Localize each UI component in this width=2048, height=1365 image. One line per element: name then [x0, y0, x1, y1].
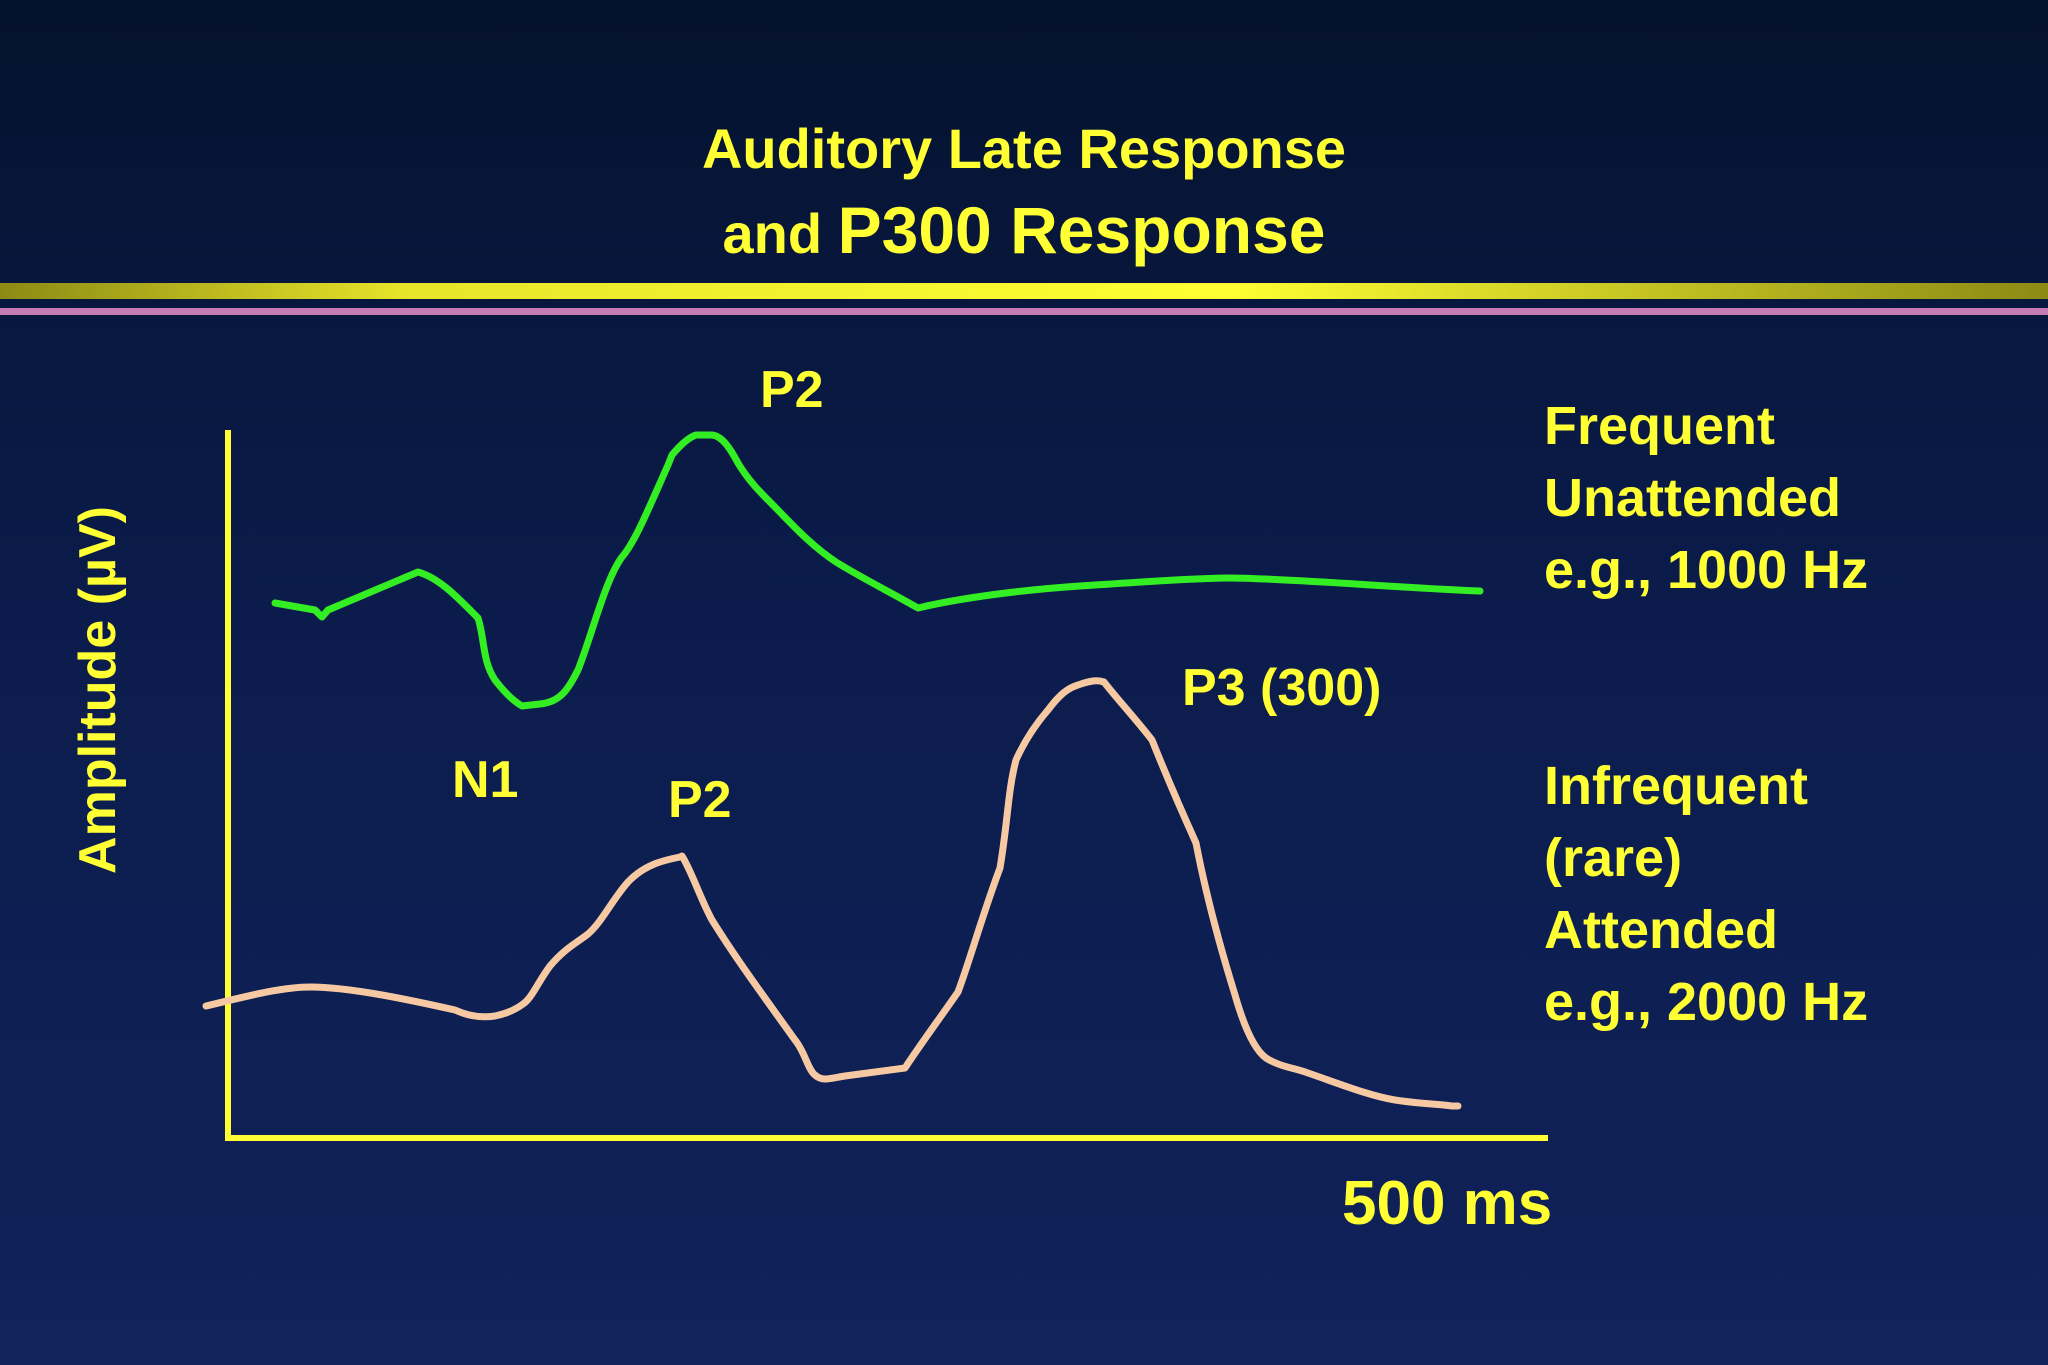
legend-infrequent-line-3: Attended [1544, 900, 1778, 960]
legend-infrequent-line-1: Infrequent [1544, 756, 1808, 816]
slide-title-line-2: and P300 Response [0, 192, 2048, 268]
p3-label: P3 (300) [1182, 659, 1382, 717]
legend-frequent-line-2: Unattended [1544, 468, 1841, 528]
n1-label: N1 [452, 751, 519, 809]
y-axis-label: Amplitude (µV) [69, 506, 127, 874]
legend-frequent-line-1: Frequent [1544, 396, 1776, 456]
legend-frequent-line-3: e.g., 1000 Hz [1544, 540, 1869, 600]
legend-frequent: Frequent Unattended e.g., 1000 Hz [1544, 390, 1868, 606]
bottom-p2-label: P2 [668, 771, 732, 829]
infrequent-attended-trace [202, 677, 1462, 1110]
slide-title-line-1: Auditory Late Response [701, 117, 1347, 180]
x-axis-label: 500 ms [1342, 1169, 1553, 1238]
title-prefix: and [722, 202, 838, 265]
top-p2-label: P2 [760, 361, 824, 419]
title-main: P300 Response [837, 193, 1326, 267]
title-divider-pink [0, 308, 2048, 315]
bottom-band [0, 1322, 2048, 1365]
legend-infrequent-line-2: (rare) [1544, 828, 1683, 888]
frequent-unattended-trace [271, 431, 1484, 710]
title-divider-yellow [0, 283, 2048, 299]
legend-infrequent-line-4: e.g., 2000 Hz [1544, 972, 1869, 1032]
legend-infrequent: Infrequent (rare) Attended e.g., 2000 Hz [1544, 750, 1868, 1038]
